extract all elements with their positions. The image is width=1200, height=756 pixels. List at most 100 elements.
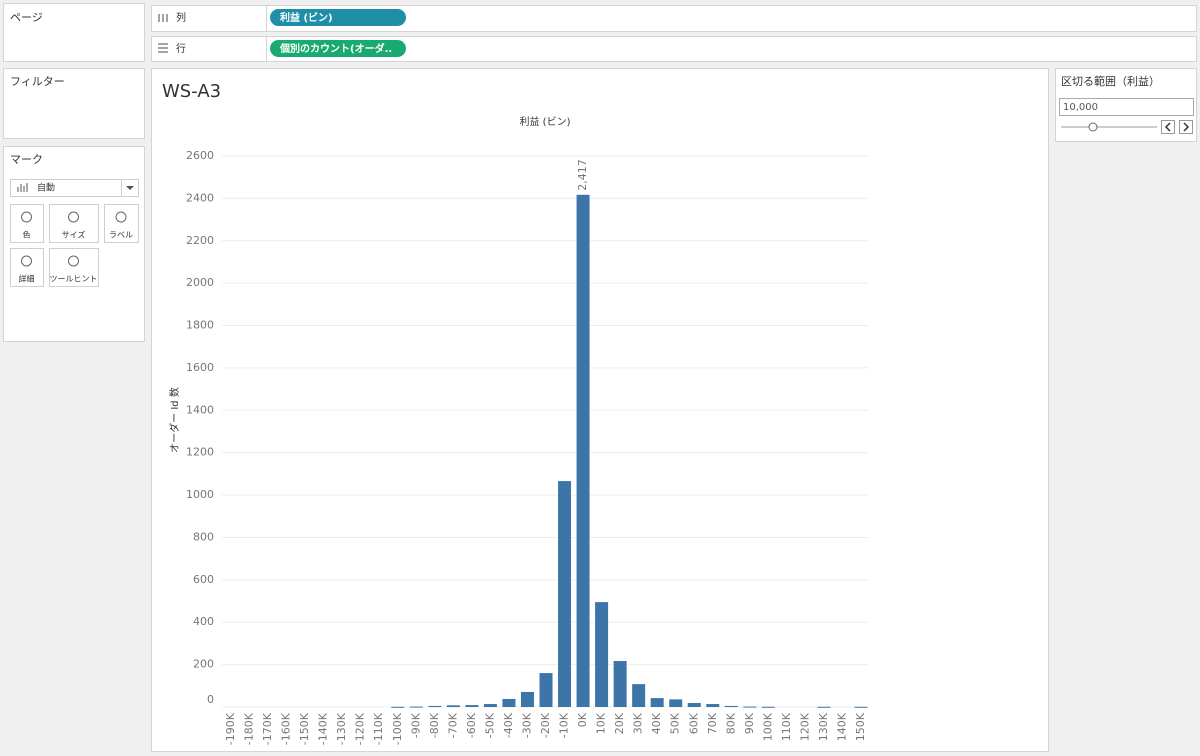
x-tick-label: -160K <box>280 712 293 745</box>
y-tick-label: 600 <box>193 573 214 586</box>
x-tick-label: 140K <box>835 712 848 741</box>
x-tick-label: 0K <box>576 712 589 727</box>
mark-button[interactable] <box>49 248 99 287</box>
pages-panel <box>3 3 145 62</box>
bar <box>409 706 423 708</box>
bar <box>632 684 646 707</box>
bar <box>743 706 757 708</box>
y-tick-label: 400 <box>193 615 214 628</box>
rows-pill-text: 個別のカウント(オーダ.. <box>279 42 392 55</box>
x-tick-label: 30K <box>632 712 645 734</box>
dropdown-arrow <box>126 186 134 190</box>
mark-button[interactable] <box>10 204 44 243</box>
x-tick-label: 110K <box>780 712 793 741</box>
filters-title: フィルター <box>10 75 65 88</box>
x-tick-label: 10K <box>595 712 608 734</box>
mark-button-label: ツールヒント <box>50 275 98 284</box>
x-tick-label: 40K <box>650 712 663 734</box>
y-tick-label: 200 <box>193 658 214 671</box>
y-tick-label: 1600 <box>186 361 214 374</box>
rows-icon <box>158 43 168 53</box>
slider-thumb[interactable] <box>1088 122 1098 132</box>
x-tick-label: 150K <box>854 712 867 741</box>
x-tick-label: -180K <box>243 712 256 745</box>
x-tick-label: 90K <box>743 712 756 734</box>
y-tick-label: 2200 <box>186 234 214 247</box>
bar <box>558 481 572 707</box>
columns-label: 列 <box>176 11 186 24</box>
y-tick-label: 0 <box>207 693 214 706</box>
x-tick-label: -50K <box>483 712 496 738</box>
bar <box>854 706 868 708</box>
bar <box>483 704 497 707</box>
mark-button-icon <box>68 211 79 223</box>
bar <box>761 706 775 708</box>
columns-icon <box>158 14 168 22</box>
mark-button[interactable] <box>10 248 44 287</box>
bar <box>446 705 460 707</box>
x-tick-label: -190K <box>224 712 237 745</box>
x-tick-label: -20K <box>539 712 552 738</box>
bar <box>465 705 479 707</box>
marks-title: マーク <box>10 153 43 166</box>
mark-button-label: 詳細 <box>19 274 35 284</box>
mark-button[interactable] <box>49 204 99 243</box>
rows-label: 行 <box>176 42 186 55</box>
prev-button[interactable] <box>1161 120 1175 134</box>
bar <box>706 704 720 707</box>
x-tick-label: 130K <box>817 712 830 741</box>
bar <box>428 705 442 707</box>
x-tick-label: -140K <box>317 712 330 745</box>
y-tick-label: 2000 <box>186 276 214 289</box>
y-tick-label: 2600 <box>186 149 214 162</box>
y-tick-label: 800 <box>193 530 214 543</box>
x-tick-label: 20K <box>613 712 626 734</box>
mark-button-label: ラベル <box>109 231 133 240</box>
x-tick-label: 80K <box>724 712 737 734</box>
bar-icon <box>17 183 28 192</box>
x-tick-label: -40K <box>502 712 515 738</box>
bar <box>502 698 516 707</box>
y-tick-label: 2400 <box>186 191 214 204</box>
marks-panel <box>3 146 145 342</box>
y-tick-label: 1400 <box>186 403 214 416</box>
x-tick-label: 60K <box>687 712 700 734</box>
bar <box>520 691 534 707</box>
x-tick-label: 100K <box>761 712 774 741</box>
parameter-title: 区切る範囲（利益） <box>1061 74 1160 88</box>
mark-type: 自動 <box>37 182 55 194</box>
next-icon <box>1183 122 1190 132</box>
data-label: 2,417 <box>576 159 589 191</box>
x-tick-label: 120K <box>798 712 811 741</box>
x-tick-label: -100K <box>391 712 404 745</box>
bar <box>687 702 701 707</box>
pages-title: ページ <box>10 11 43 24</box>
x-axis-title: 利益 (ビン) <box>520 115 571 128</box>
parameter-input[interactable] <box>1059 98 1194 116</box>
bar <box>817 706 831 708</box>
bar <box>650 698 664 707</box>
mark-button-label: サイズ <box>62 230 86 240</box>
x-tick-label: -170K <box>261 712 274 745</box>
filters-panel <box>3 68 145 139</box>
bar <box>391 706 405 708</box>
x-tick-label: -120K <box>354 712 367 745</box>
mark-button[interactable] <box>104 204 139 243</box>
bar <box>613 661 627 707</box>
y-tick-label: 1800 <box>186 319 214 332</box>
mark-type-dropdown[interactable] <box>10 179 139 197</box>
chart-title: WS-A3 <box>162 81 221 102</box>
rows-pill[interactable] <box>270 40 406 57</box>
columns-pill[interactable] <box>270 9 406 26</box>
bar <box>595 602 609 707</box>
x-tick-label: -30K <box>520 712 533 738</box>
x-tick-label: -80K <box>428 712 441 738</box>
mark-button-icon <box>68 255 79 267</box>
next-button[interactable] <box>1179 120 1193 134</box>
x-tick-label: 70K <box>706 712 719 734</box>
x-tick-label: -70K <box>446 712 459 738</box>
y-axis-title: オーダー Id 数 <box>168 387 181 453</box>
x-tick-label: -10K <box>558 712 571 738</box>
